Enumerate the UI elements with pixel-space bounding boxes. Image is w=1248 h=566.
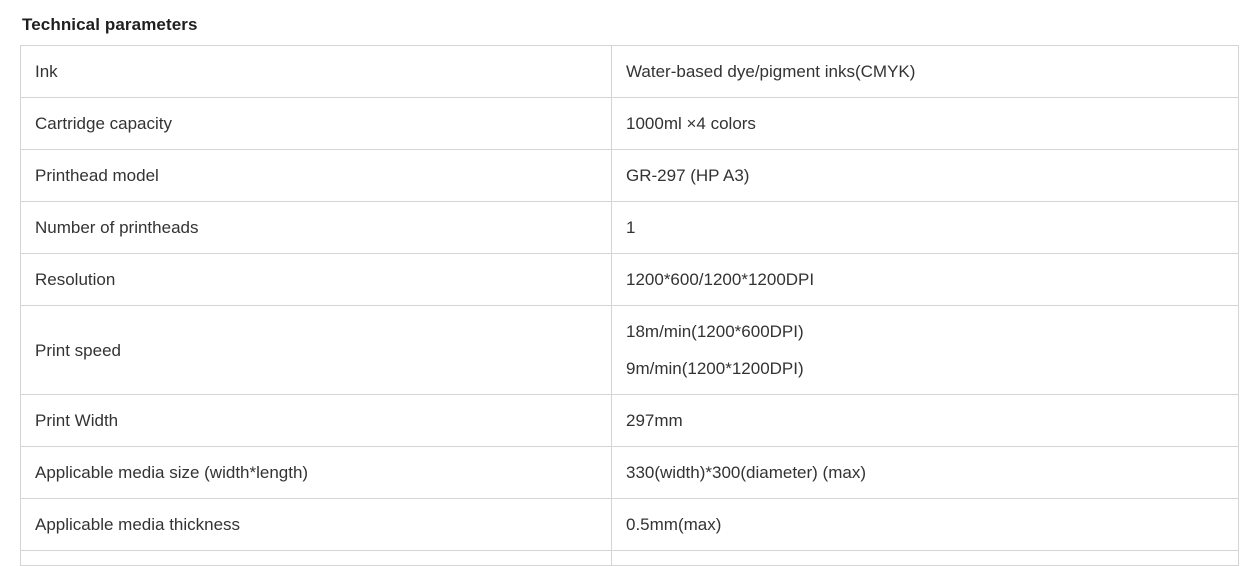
param-value-line: GR-297 (HP A3) [626,166,750,185]
param-name-cell: Printhead model [20,149,612,202]
param-name-cell: Ink [20,45,612,98]
param-value-line: 1200*600/1200*1200DPI [626,270,815,289]
table-row [20,550,1239,566]
param-value-cell: 0.5mm(max) [611,498,1239,551]
param-value-cell: 330(width)*300(diameter) (max) [611,446,1239,499]
page-title: Technical parameters [22,15,198,34]
table-row: Resolution 1200*600/1200*1200DPI [20,253,1239,306]
param-name-cell: Print Width [20,394,612,447]
param-value-cell: 18m/min(1200*600DPI) 9m/min(1200*1200DPI) [611,305,1239,395]
table-row: Applicable media size (width*length) 330… [20,446,1239,499]
param-name-cell [20,550,612,566]
param-name-cell: Number of printheads [20,201,612,254]
param-value-line: 330(width)*300(diameter) (max) [626,463,866,482]
param-value-line: Water-based dye/pigment inks(CMYK) [626,62,916,81]
table-row: Print speed 18m/min(1200*600DPI) 9m/min(1… [20,305,1239,395]
param-name-cell: Applicable media size (width*length) [20,446,612,499]
param-value-cell: 1200*600/1200*1200DPI [611,253,1239,306]
param-name-cell: Print speed [20,305,612,395]
param-name-cell: Applicable media thickness [20,498,612,551]
param-value-line: 297mm [626,411,683,430]
table-row: Ink Water-based dye/pigment inks(CMYK) [20,45,1239,98]
technical-parameters-table: Ink Water-based dye/pigment inks(CMYK) C… [20,45,1239,566]
param-value-line: 1 [626,218,636,237]
param-value-cell: 1000ml ×4 colors [611,97,1239,150]
param-value-cell: 1 [611,201,1239,254]
param-name-cell: Resolution [20,253,612,306]
table-row: Applicable media thickness 0.5mm(max) [20,498,1239,551]
table-row: Number of printheads 1 [20,201,1239,254]
param-value-cell: 297mm [611,394,1239,447]
table-body: Ink Water-based dye/pigment inks(CMYK) C… [20,45,1239,566]
table-row: Printhead model GR-297 (HP A3) [20,149,1239,202]
param-value-cell [611,550,1239,566]
param-name-cell: Cartridge capacity [20,97,612,150]
param-value-line: 0.5mm(max) [626,515,722,534]
param-value-cell: Water-based dye/pigment inks(CMYK) [611,45,1239,98]
param-value-line: 18m/min(1200*600DPI) [626,322,804,341]
param-value-cell: GR-297 (HP A3) [611,149,1239,202]
table-row: Cartridge capacity 1000ml ×4 colors [20,97,1239,150]
table-row: Print Width 297mm [20,394,1239,447]
param-value-line: 1000ml ×4 colors [626,114,756,133]
param-value-line: 9m/min(1200*1200DPI) [626,359,804,378]
